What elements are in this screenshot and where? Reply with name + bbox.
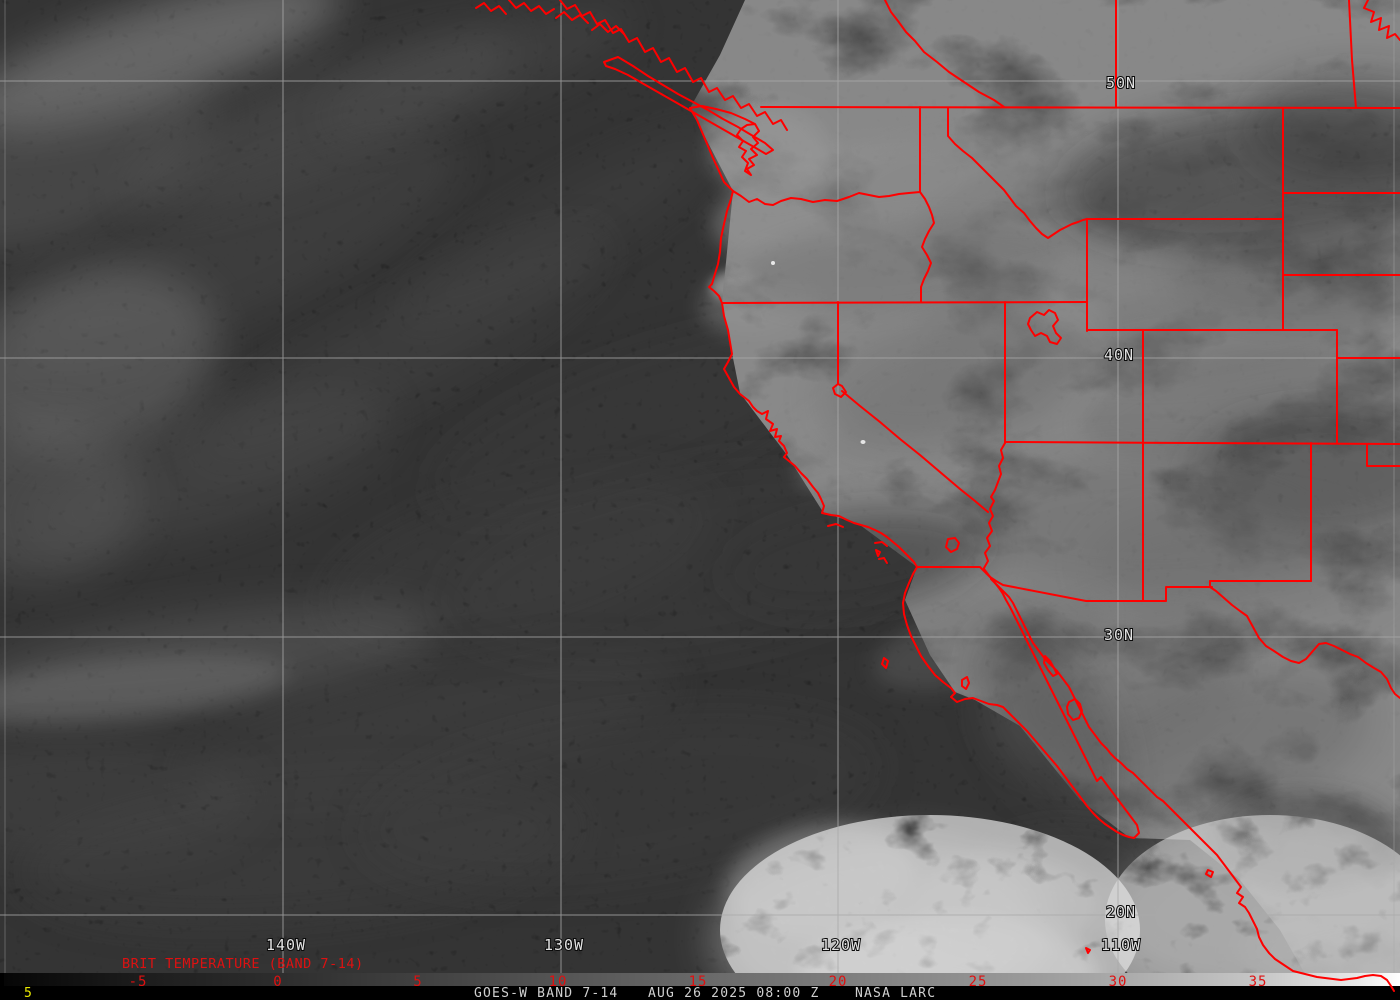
tick-5: 5 — [413, 974, 422, 990]
lake-great-salt — [1027, 309, 1062, 345]
footer-caption: 5 GOES-W BAND 7-14 AUG 26 2025 08:00 Z N… — [24, 986, 936, 1000]
lon-label-110w: 110W — [1101, 936, 1141, 954]
island-todos-santos — [875, 549, 881, 557]
colorbar-ticks: -5 0 5 10 15 20 25 30 35 — [129, 974, 1268, 990]
tick-35: 35 — [1249, 974, 1268, 990]
lake-tahoe — [832, 383, 847, 398]
border-ca-nv-diagonal — [841, 390, 989, 513]
islets-bc-3 — [555, 11, 589, 24]
lon-label-140w: 140W — [266, 936, 306, 954]
tick-10: 10 — [549, 974, 568, 990]
tick-25: 25 — [969, 974, 988, 990]
map-overlay-red — [475, 0, 1400, 992]
border-us-canada — [760, 106, 1400, 109]
island-angel-guarda — [1043, 655, 1058, 677]
island-channel-1 — [827, 523, 844, 528]
tick-15: 15 — [689, 974, 708, 990]
latlon-grid — [0, 0, 1400, 973]
island-tiburon — [1066, 698, 1083, 721]
coastline-bc-fjords — [559, 0, 788, 131]
footer-bar — [0, 986, 1400, 1000]
colorbar-title: BRIT TEMPERATURE (BAND 7-14) — [122, 956, 364, 972]
footer-credit: NASA LARC — [855, 986, 936, 1000]
river-rio-grande — [1209, 580, 1400, 699]
border-wa-or-columbia — [732, 190, 921, 206]
lon-label-120w: 120W — [821, 936, 861, 954]
map-labels: 50N 40N 30N 20N 140W 130W 120W 110W BRIT… — [122, 73, 1141, 972]
footer-timestamp: AUG 26 2025 08:00 Z — [648, 986, 820, 1000]
tick-30: 30 — [1109, 974, 1128, 990]
coastline-vancouver-island — [603, 56, 774, 155]
tick-neg5: -5 — [129, 974, 148, 990]
lon-label-130w: 130W — [544, 936, 584, 954]
border-saskatchewan-manitoba — [1348, 0, 1357, 109]
border-42n — [721, 301, 1088, 304]
island-guadalupe — [881, 657, 889, 669]
islets-bc-2 — [508, 0, 555, 15]
lake-top-right — [1363, 0, 1400, 41]
border-or-id-snake — [919, 191, 935, 303]
temperature-colorbar — [4, 973, 1400, 986]
island-socorro — [1085, 947, 1091, 954]
island-islas-marias — [1205, 869, 1214, 878]
footer-product: GOES-W BAND 7-14 — [474, 986, 618, 1000]
lake-salton-sea — [945, 537, 960, 553]
tick-20: 20 — [829, 974, 848, 990]
border-us-mexico-west — [917, 566, 1213, 602]
lat-label-20n: 20N — [1106, 903, 1136, 921]
island-channel-2 — [874, 541, 888, 547]
border-tx-panhandle — [1366, 443, 1400, 467]
colorbar-left-gap — [0, 973, 4, 986]
tick-0: 0 — [273, 974, 282, 990]
footer-left-value: 5 — [24, 986, 32, 1000]
island-channel-3 — [878, 557, 888, 564]
border-37n — [1004, 441, 1400, 445]
coastline-pacific — [689, 107, 1140, 839]
border-bc-alberta — [884, 0, 1005, 108]
border-id-mt — [947, 107, 1088, 239]
image-grain — [0, 0, 1400, 973]
lat-label-30n: 30N — [1104, 626, 1134, 644]
islets-bc-1 — [475, 2, 507, 15]
lat-label-40n: 40N — [1104, 346, 1134, 364]
island-cedros — [961, 676, 970, 690]
islets-bc-4 — [591, 23, 625, 35]
lat-label-50n: 50N — [1106, 74, 1136, 92]
river-colorado — [983, 442, 1006, 569]
